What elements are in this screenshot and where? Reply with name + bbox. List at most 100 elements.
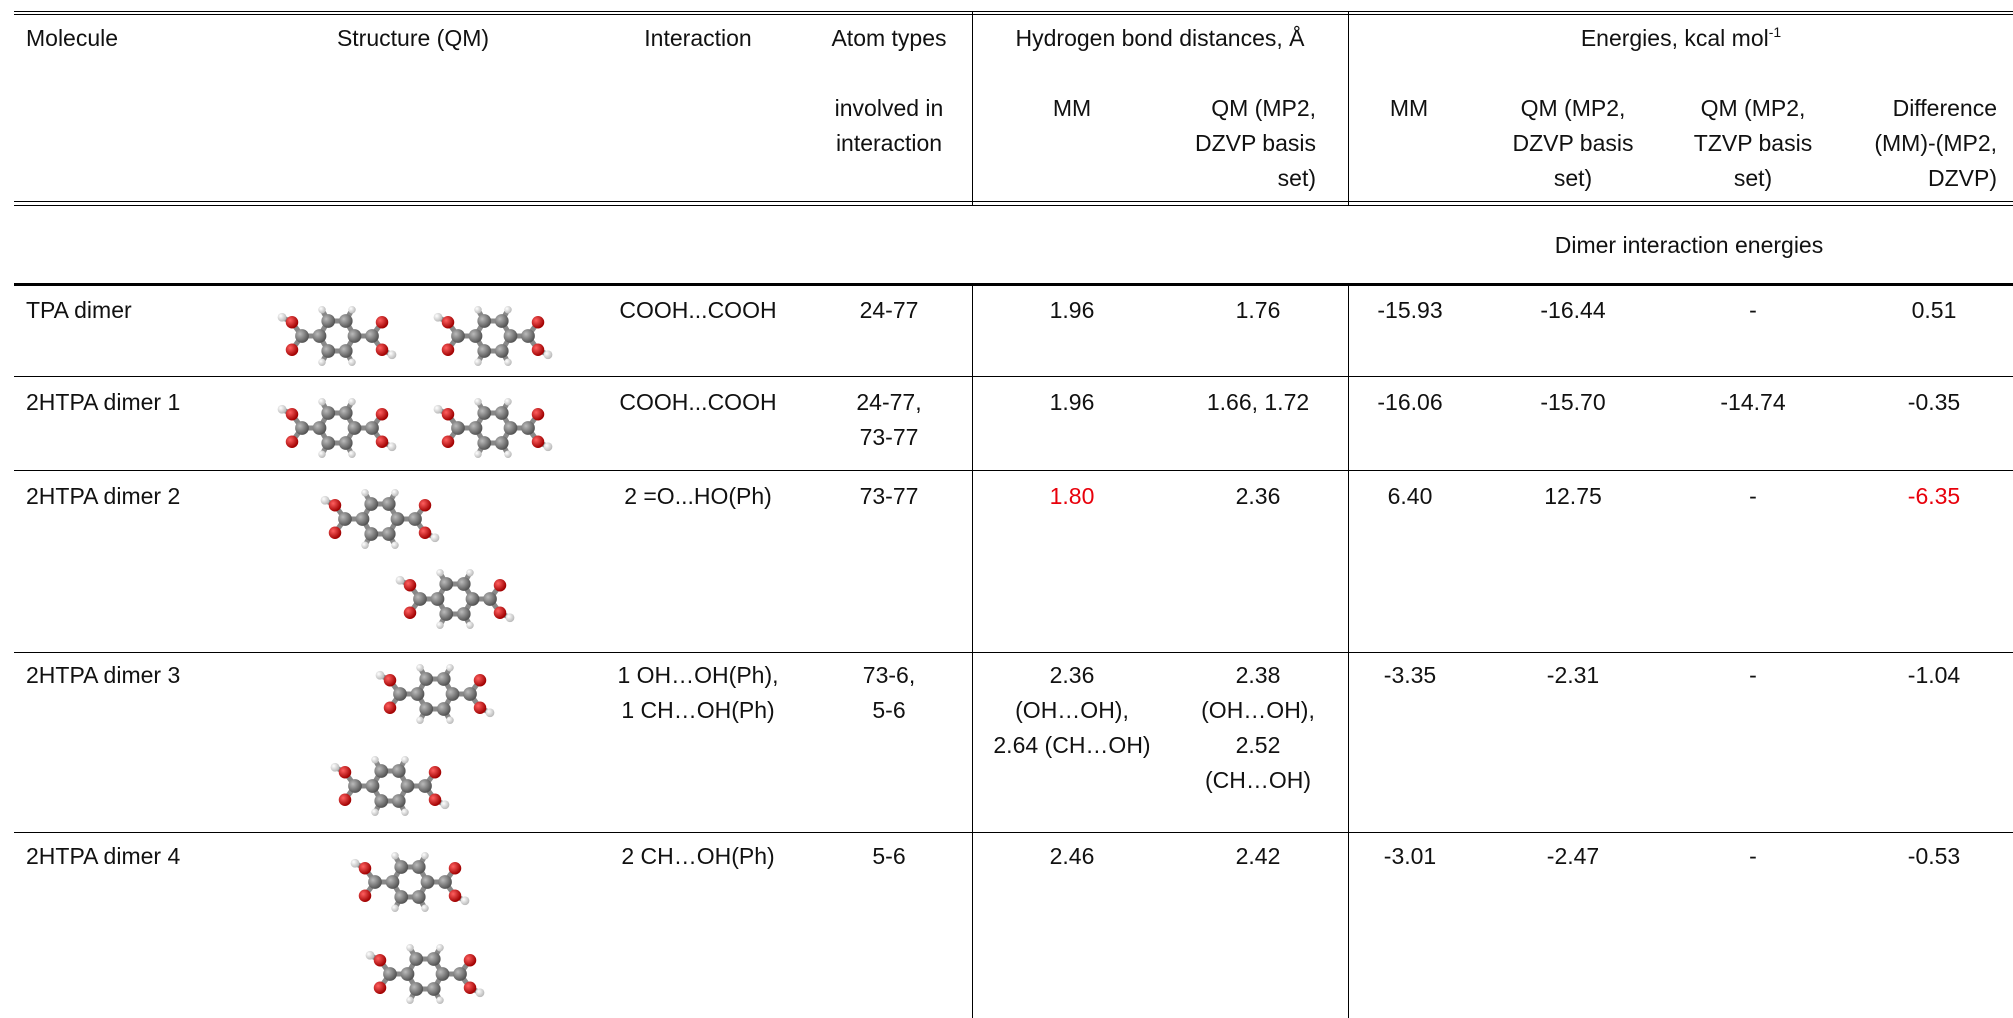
- table-cell: -0.53: [1874, 839, 1994, 874]
- header-cell: MM: [1012, 91, 1132, 126]
- table-cell: COOH...COOH: [578, 385, 818, 420]
- table-cell: 2 =O...HO(Ph): [578, 479, 818, 514]
- table-cell: 73-6, 5-6: [824, 658, 954, 728]
- cell-line: 24-77,: [856, 389, 921, 415]
- cell-line: 1.96: [1050, 297, 1095, 323]
- cell-line: set): [1554, 165, 1592, 191]
- cell-line: TZVP basis: [1694, 130, 1812, 156]
- table-cell: -14.74: [1693, 385, 1813, 420]
- cell-line: Difference: [1893, 95, 1997, 121]
- table-cell: -: [1693, 293, 1813, 328]
- molecule-image: [376, 664, 495, 724]
- molecule-image: [331, 756, 450, 816]
- cell-line: set): [1278, 165, 1316, 191]
- cell-line: 1 CH…OH(Ph): [621, 697, 774, 723]
- cell-line: COOH...COOH: [619, 297, 776, 323]
- molecule-image: [321, 489, 440, 549]
- cell-line: DZVP basis: [1195, 130, 1316, 156]
- table-cell: 24-77: [824, 293, 954, 328]
- table-cell: 2 CH…OH(Ph): [578, 839, 818, 874]
- table-cell: 1.80: [977, 479, 1167, 514]
- cell-line: 1.66, 1.72: [1207, 389, 1309, 415]
- cell-line: QM (MP2,: [1211, 95, 1316, 121]
- table-cell: -: [1693, 839, 1813, 874]
- table-cell: 1 OH…OH(Ph), 1 CH…OH(Ph): [578, 658, 818, 728]
- table-cell: 1.66, 1.72: [1183, 385, 1333, 420]
- molecule-image: [351, 852, 470, 912]
- cell-line: 1.80: [1050, 483, 1095, 509]
- cell-line: (OH…OH),: [1201, 697, 1315, 723]
- cell-line: 5-6: [872, 697, 905, 723]
- molecule-image: [396, 569, 515, 629]
- table-cell: 2.46: [977, 839, 1167, 874]
- molecule-image: [434, 398, 553, 458]
- cell-line: 2.46: [1050, 843, 1095, 869]
- header-cell: QM (MP2, TZVP basis set): [1678, 91, 1828, 196]
- table-cell: 2.42: [1183, 839, 1333, 874]
- table-cell: 6.40: [1350, 479, 1470, 514]
- cell-line: (CH…OH): [1205, 767, 1311, 793]
- table-cell: 1.96: [977, 385, 1167, 420]
- cell-line: 2.42: [1236, 843, 1281, 869]
- cell-line: 1.76: [1236, 297, 1281, 323]
- cell-line: DZVP): [1928, 165, 1997, 191]
- cell-line: 73-77: [860, 483, 919, 509]
- molecule-image: [366, 944, 485, 1004]
- cell-line: 2 =O...HO(Ph): [624, 483, 772, 509]
- table-cell: 12.75: [1513, 479, 1633, 514]
- header-cell: QM (MP2, DZVP basis set): [1498, 91, 1648, 196]
- cell-line: (OH…OH),: [1015, 697, 1129, 723]
- page: {"header": { "molecule": "Molecule", "st…: [0, 0, 2013, 1018]
- cell-line: 1 OH…OH(Ph),: [617, 662, 778, 688]
- table-cell: 1.96: [977, 293, 1167, 328]
- cell-line: MM: [1053, 95, 1091, 121]
- table-cell: 0.51: [1874, 293, 1994, 328]
- cell-line: 73-6,: [863, 662, 915, 688]
- cell-line: 5-6: [872, 843, 905, 869]
- cell-line: 24-77: [860, 297, 919, 323]
- table-cell: 73-77: [824, 479, 954, 514]
- table-cell: 2HTPA dimer 4: [26, 839, 326, 874]
- table-cell: -: [1693, 658, 1813, 693]
- cell-line: 1.96: [1050, 389, 1095, 415]
- cell-line: 2.52: [1236, 732, 1281, 758]
- header-cell: Difference (MM)-(MP2, DZVP): [1847, 91, 1997, 196]
- cell-line: COOH...COOH: [619, 389, 776, 415]
- table-cell: -15.93: [1350, 293, 1470, 328]
- table-cell: -15.70: [1513, 385, 1633, 420]
- table-cell: 2.36: [1183, 479, 1333, 514]
- table-cell: -3.35: [1350, 658, 1470, 693]
- table-cell: -0.35: [1874, 385, 1994, 420]
- cell-line: DZVP basis: [1512, 130, 1633, 156]
- cell-line: 73-77: [860, 424, 919, 450]
- table-cell: -2.47: [1513, 839, 1633, 874]
- cell-line: 2.64 (CH…OH): [993, 732, 1150, 758]
- table-page: Molecule Structure (QM) Interaction Atom…: [0, 0, 2013, 1018]
- table-cell: -2.31: [1513, 658, 1633, 693]
- table-cell: 2HTPA dimer 2: [26, 479, 326, 514]
- cell-line: QM (MP2,: [1701, 95, 1806, 121]
- table-cell: 1.76: [1183, 293, 1333, 328]
- table-cell: 5-6: [824, 839, 954, 874]
- cell-line: (MM)-(MP2,: [1874, 130, 1997, 156]
- cell-line: 2.36: [1236, 483, 1281, 509]
- table-cell: 24-77, 73-77: [824, 385, 954, 455]
- table-cell: -16.06: [1350, 385, 1470, 420]
- cell-line: QM (MP2,: [1521, 95, 1626, 121]
- table-cell: -1.04: [1874, 658, 1994, 693]
- table-cell: COOH...COOH: [578, 293, 818, 328]
- table-cell: 2.36 (OH…OH), 2.64 (CH…OH): [977, 658, 1167, 763]
- molecule-image: [434, 306, 553, 366]
- header-cell: QM (MP2, DZVP basis set): [1176, 91, 1316, 196]
- table-cell: -16.44: [1513, 293, 1633, 328]
- table-cell: TPA dimer: [26, 293, 326, 328]
- cell-line: 2.38: [1236, 662, 1281, 688]
- table-cell: 2.38 (OH…OH), 2.52 (CH…OH): [1183, 658, 1333, 798]
- cell-line: 2.36: [1050, 662, 1095, 688]
- table-cell: -3.01: [1350, 839, 1470, 874]
- cell-line: MM: [1390, 95, 1428, 121]
- table-cell: 2HTPA dimer 3: [26, 658, 326, 693]
- table-cell: 2HTPA dimer 1: [26, 385, 326, 420]
- cell-line: set): [1734, 165, 1772, 191]
- table-cell: -6.35: [1874, 479, 1994, 514]
